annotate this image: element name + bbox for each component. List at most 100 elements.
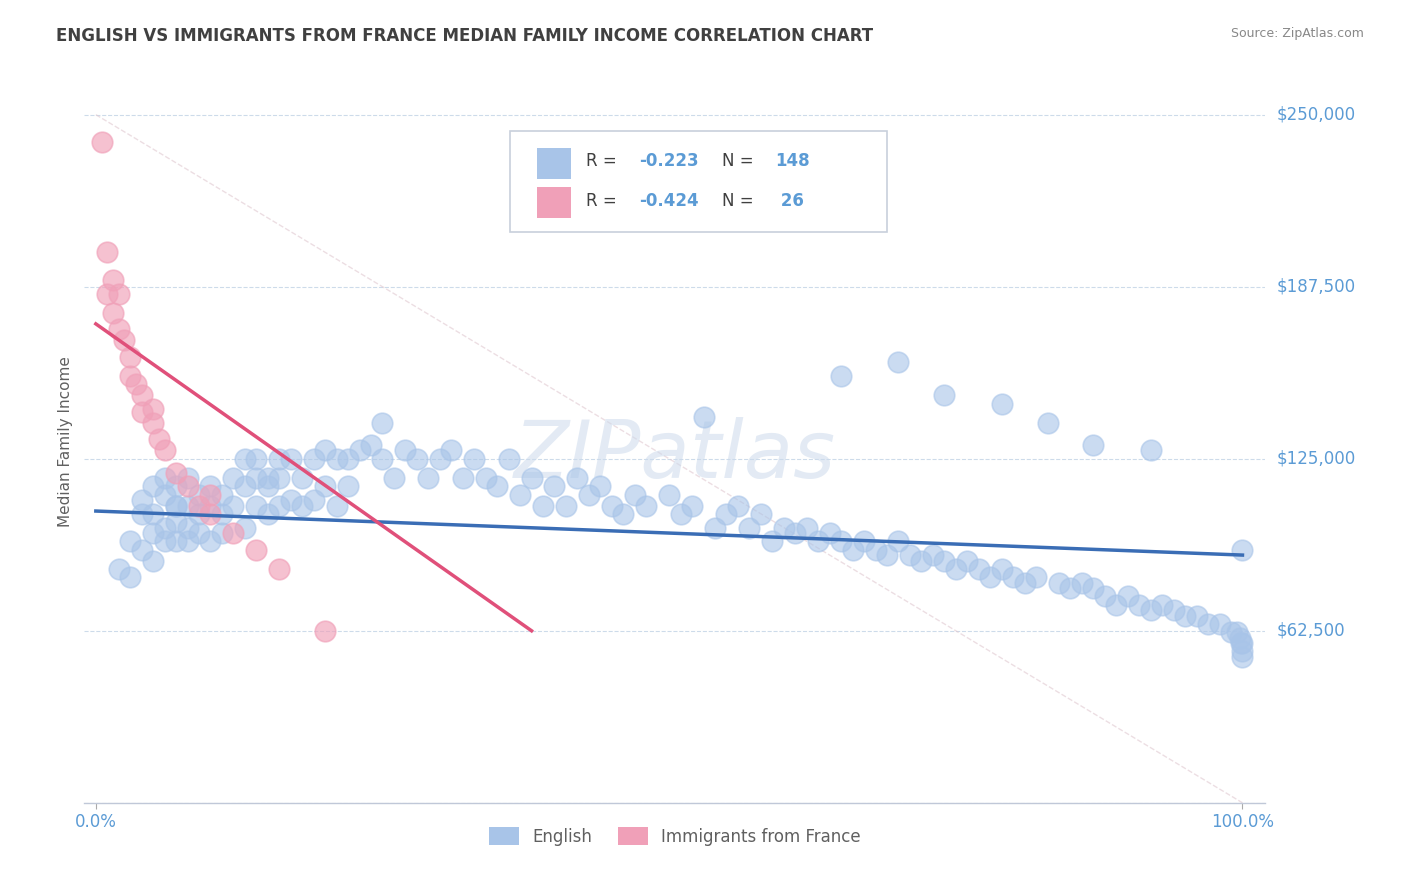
FancyBboxPatch shape	[537, 187, 571, 218]
Point	[1197, 616, 1219, 631]
Point	[772, 520, 794, 534]
Point	[841, 542, 863, 557]
Point	[1174, 608, 1197, 623]
Point	[727, 499, 749, 513]
Point	[1230, 636, 1253, 650]
Point	[200, 507, 222, 521]
Point	[990, 562, 1012, 576]
Point	[165, 466, 187, 480]
Point	[245, 471, 267, 485]
Point	[945, 562, 967, 576]
Point	[314, 624, 336, 638]
Point	[371, 451, 394, 466]
Point	[681, 499, 703, 513]
Y-axis label: Median Family Income: Median Family Income	[58, 356, 73, 527]
Point	[1230, 636, 1253, 650]
Point	[979, 570, 1001, 584]
Point	[830, 369, 852, 384]
Point	[302, 493, 325, 508]
Point	[153, 471, 176, 485]
Point	[245, 542, 267, 557]
Point	[589, 479, 612, 493]
Text: -0.424: -0.424	[640, 192, 699, 210]
Point	[1208, 616, 1230, 631]
Point	[910, 553, 932, 567]
Point	[658, 487, 681, 501]
Point	[555, 499, 578, 513]
Point	[101, 306, 124, 320]
Point	[222, 526, 245, 541]
Point	[1002, 570, 1025, 584]
Point	[1229, 631, 1251, 645]
Point	[107, 322, 129, 336]
Point	[211, 507, 233, 521]
Point	[176, 520, 198, 534]
Point	[934, 553, 956, 567]
Point	[256, 471, 278, 485]
Point	[382, 471, 405, 485]
Point	[1036, 416, 1059, 430]
Point	[165, 515, 187, 529]
Point	[440, 443, 463, 458]
FancyBboxPatch shape	[537, 148, 571, 178]
Point	[543, 479, 565, 493]
Point	[1105, 598, 1128, 612]
Point	[176, 534, 198, 549]
Text: $125,000: $125,000	[1277, 450, 1355, 467]
Point	[142, 479, 165, 493]
Point	[200, 479, 222, 493]
Point	[623, 487, 645, 501]
Point	[131, 542, 153, 557]
Point	[188, 526, 211, 541]
Point	[131, 507, 153, 521]
Point	[96, 245, 118, 260]
Point	[222, 471, 245, 485]
Point	[153, 520, 176, 534]
Point	[256, 507, 278, 521]
Point	[853, 534, 876, 549]
Point	[280, 451, 302, 466]
Point	[107, 562, 129, 576]
Point	[291, 499, 314, 513]
Point	[418, 471, 440, 485]
Point	[567, 471, 589, 485]
Point	[165, 479, 187, 493]
Point	[107, 286, 129, 301]
Text: 26: 26	[775, 192, 804, 210]
Point	[876, 548, 898, 562]
Point	[463, 451, 485, 466]
Point	[142, 402, 165, 417]
Point	[325, 499, 347, 513]
Point	[830, 534, 852, 549]
Point	[131, 405, 153, 419]
Point	[761, 534, 783, 549]
Point	[520, 471, 543, 485]
Point	[165, 499, 187, 513]
FancyBboxPatch shape	[509, 131, 887, 232]
Point	[1152, 598, 1174, 612]
Point	[211, 487, 233, 501]
Point	[956, 553, 979, 567]
Point	[669, 507, 692, 521]
Point	[967, 562, 990, 576]
Point	[314, 443, 336, 458]
Text: ENGLISH VS IMMIGRANTS FROM FRANCE MEDIAN FAMILY INCOME CORRELATION CHART: ENGLISH VS IMMIGRANTS FROM FRANCE MEDIAN…	[56, 27, 873, 45]
Point	[188, 487, 211, 501]
Point	[1014, 575, 1036, 590]
Legend: English, Immigrants from France: English, Immigrants from France	[482, 821, 868, 852]
Point	[245, 499, 267, 513]
Point	[498, 451, 520, 466]
Text: -0.223: -0.223	[640, 152, 699, 169]
Point	[153, 534, 176, 549]
Point	[131, 388, 153, 402]
Point	[612, 507, 634, 521]
Point	[796, 520, 818, 534]
Point	[887, 355, 910, 369]
Point	[269, 562, 291, 576]
Text: 148: 148	[775, 152, 810, 169]
Point	[451, 471, 474, 485]
Point	[486, 479, 509, 493]
Point	[114, 334, 136, 348]
Point	[176, 499, 198, 513]
Point	[200, 487, 222, 501]
